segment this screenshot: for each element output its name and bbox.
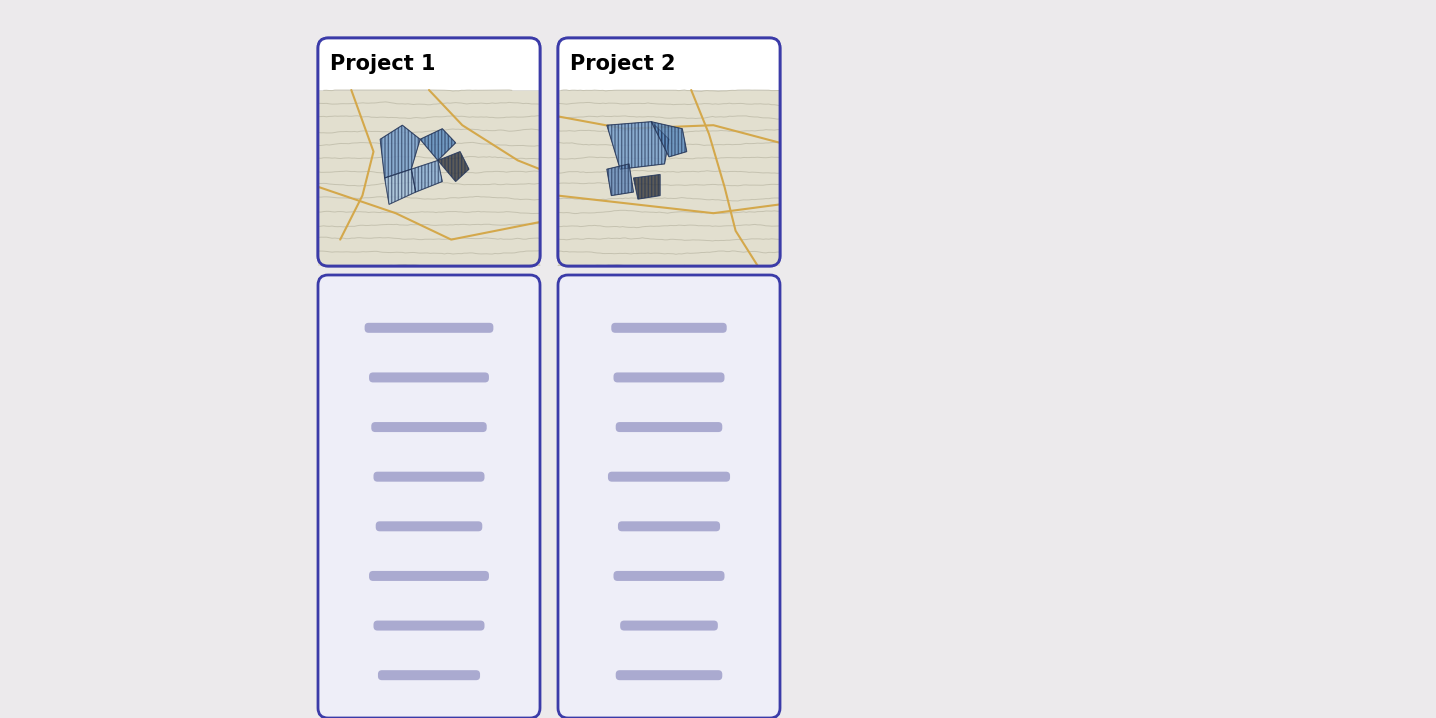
Text: Project 1: Project 1 (330, 54, 435, 74)
FancyBboxPatch shape (378, 670, 480, 680)
FancyBboxPatch shape (616, 670, 722, 680)
FancyBboxPatch shape (317, 38, 540, 266)
Polygon shape (633, 174, 661, 199)
Polygon shape (438, 151, 470, 182)
Polygon shape (381, 125, 421, 178)
Polygon shape (652, 121, 686, 157)
FancyBboxPatch shape (365, 323, 494, 333)
FancyBboxPatch shape (372, 422, 487, 432)
FancyBboxPatch shape (620, 620, 718, 630)
FancyBboxPatch shape (617, 521, 719, 531)
FancyBboxPatch shape (559, 275, 780, 718)
FancyBboxPatch shape (559, 38, 780, 266)
Polygon shape (607, 164, 633, 195)
Polygon shape (385, 169, 415, 205)
FancyBboxPatch shape (373, 620, 484, 630)
FancyBboxPatch shape (376, 521, 482, 531)
Bar (317, 64, 540, 90)
FancyBboxPatch shape (369, 571, 488, 581)
FancyBboxPatch shape (613, 373, 725, 383)
FancyBboxPatch shape (373, 472, 484, 482)
FancyBboxPatch shape (369, 373, 488, 383)
FancyBboxPatch shape (613, 571, 725, 581)
Bar (559, 64, 780, 90)
Polygon shape (411, 160, 442, 192)
FancyBboxPatch shape (612, 323, 727, 333)
FancyBboxPatch shape (607, 472, 729, 482)
Bar (317, 90, 540, 266)
Bar (559, 90, 780, 266)
Polygon shape (421, 129, 455, 160)
Text: Project 2: Project 2 (570, 54, 675, 74)
FancyBboxPatch shape (317, 38, 540, 90)
Polygon shape (607, 121, 669, 169)
FancyBboxPatch shape (616, 422, 722, 432)
FancyBboxPatch shape (317, 275, 540, 718)
FancyBboxPatch shape (559, 38, 780, 90)
